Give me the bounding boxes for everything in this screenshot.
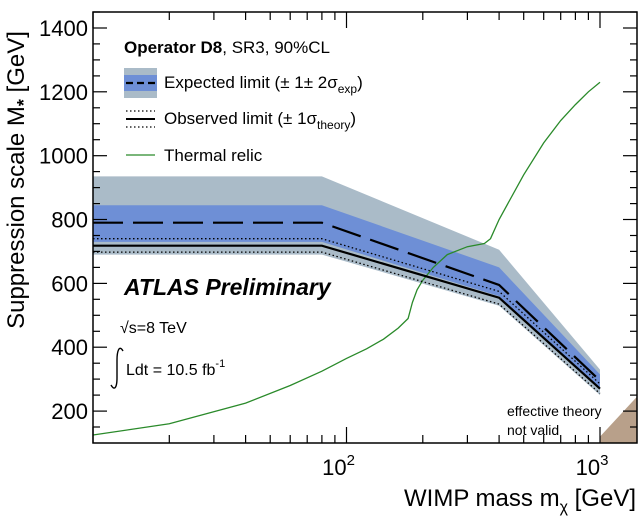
x-tick-label: 102	[322, 452, 355, 480]
luminosity-text: Ldt = 10.5 fb-1	[126, 358, 225, 379]
observed-limit-line	[93, 244, 601, 390]
y-tick-label: 200	[51, 399, 88, 424]
legend-observed-sub: theory	[317, 118, 350, 132]
x-tick-label-exp: 2	[347, 452, 355, 469]
legend-title-bold: Operator D8	[124, 38, 222, 57]
x-tick-label-base: 10	[576, 455, 600, 480]
expected-limit-line	[93, 221, 601, 382]
y-tick-label: 1400	[39, 16, 88, 41]
legend-observed-label: Observed limit (± 1σtheory)	[164, 109, 356, 132]
energy-label: √s=8 TeV	[120, 320, 187, 337]
x-tick-label-exp: 3	[600, 452, 608, 469]
x-axis-title-unit: [GeV]	[568, 485, 636, 512]
plot-area	[92, 81, 637, 443]
x-axis-title-sub: χ	[560, 499, 569, 516]
legend-expected-sub: exp	[338, 82, 358, 96]
y-tick-label: 1000	[39, 144, 88, 169]
luminosity-label: Ldt = 10.5 fb-1	[110, 347, 225, 389]
legend-observed-text: Observed limit (± 1σ	[164, 109, 318, 128]
y-axis-title: Suppression scale M* [GeV]	[3, 31, 34, 329]
y-tick-label: 400	[51, 335, 88, 360]
thermal-relic-line	[92, 81, 601, 436]
observed-theory-high-line	[93, 238, 601, 385]
legend-expected-close: )	[357, 73, 363, 92]
axis-ticks	[92, 11, 637, 443]
legend: Operator D8, SR3, 90%CL Expected limit (…	[124, 38, 363, 165]
y-tick-label: 1200	[39, 80, 88, 105]
y-axis-title-sub: *	[14, 99, 34, 106]
legend-thermal-label: Thermal relic	[164, 146, 263, 165]
legend-expected-label: Expected limit (± 1± 2σexp)	[164, 73, 363, 96]
invalid-region-label-2: not valid	[507, 422, 559, 438]
observed-theory-low-line	[93, 251, 601, 394]
invalid-region	[600, 396, 637, 443]
plot-frame	[92, 11, 638, 444]
y-axis-title-unit: [GeV]	[3, 31, 30, 99]
legend-title-rest: , SR3, 90%CL	[222, 38, 330, 57]
invalid-region-label-1: effective theory	[507, 403, 602, 419]
x-tick-label: 103	[576, 452, 609, 480]
legend-title: Operator D8, SR3, 90%CL	[124, 38, 330, 57]
legend-expected-text: Expected limit (± 1± 2σ	[164, 73, 338, 92]
luminosity-main: Ldt = 10.5 fb	[126, 362, 216, 379]
experiment-label: ATLAS Preliminary	[123, 274, 332, 300]
x-tick-label-base: 10	[322, 455, 346, 480]
x-axis-title: WIMP mass mχ [GeV]	[404, 485, 636, 516]
integral-sign	[110, 347, 124, 389]
y-tick-label: 600	[51, 271, 88, 296]
y-tick-label: 800	[51, 208, 88, 233]
legend-observed-close: )	[350, 109, 356, 128]
x-axis-title-main: WIMP mass m	[404, 485, 560, 512]
y-axis-title-main: Suppression scale M	[3, 106, 30, 329]
luminosity-exp: -1	[215, 358, 225, 370]
